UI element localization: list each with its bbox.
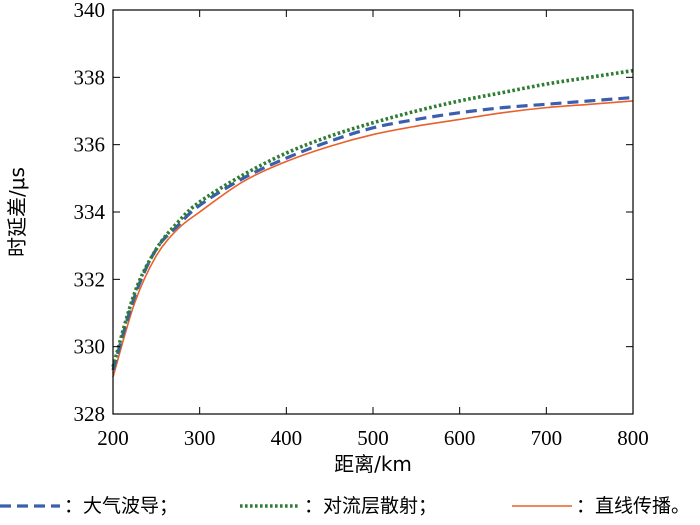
x-tick-label: 700 — [531, 426, 563, 450]
legend-label: ：对流层散射； — [304, 495, 437, 517]
x-tick-label: 600 — [444, 426, 476, 450]
tick-labels: 200 300 400 500 600 700 800 328 330 332 334 336 338 3… — [74, 0, 649, 450]
x-axis-title: 距离/km — [334, 452, 412, 476]
y-tick-label: 340 — [74, 0, 106, 22]
x-tick-label: 800 — [617, 426, 649, 450]
x-tick-label: 400 — [271, 426, 303, 450]
y-tick-label: 334 — [74, 200, 106, 224]
y-tick-label: 332 — [74, 267, 106, 291]
x-tick-label: 300 — [184, 426, 216, 450]
x-tick-label: 200 — [97, 426, 129, 450]
series-line — [112, 100, 634, 378]
y-axis-title: 时延差/μs — [5, 167, 29, 257]
y-tick-label: 328 — [74, 402, 106, 426]
y-tick-label: 336 — [74, 133, 106, 157]
ticks — [112, 9, 634, 415]
y-tick-label: 338 — [74, 65, 106, 89]
plot-lines — [111, 68, 634, 378]
series-line — [111, 68, 634, 368]
legend: ：大气波导； ：对流层散射； ：直线传播。 — [0, 495, 690, 517]
x-tick-label: 500 — [357, 426, 389, 450]
legend-label: ：直线传播。 — [576, 495, 690, 517]
series-line — [111, 95, 634, 371]
legend-label: ：大气波导； — [64, 495, 178, 517]
y-tick-label: 330 — [74, 335, 106, 359]
